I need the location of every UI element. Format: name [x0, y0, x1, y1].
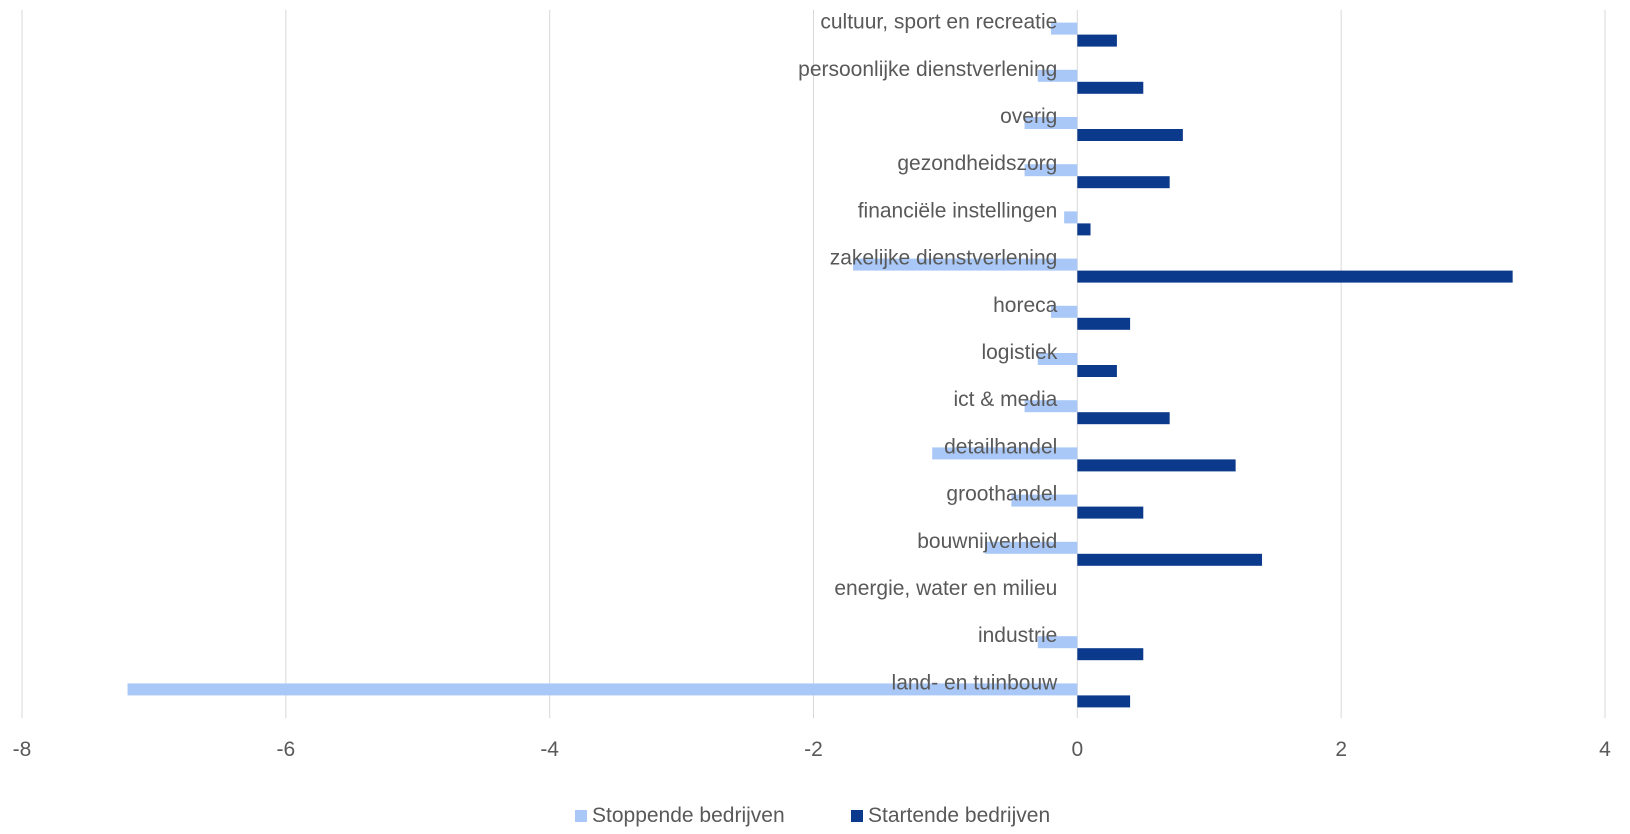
- bar-stoppende: [1037, 636, 1078, 649]
- bar-startende: [1077, 365, 1117, 377]
- x-tick-label: -2: [804, 738, 823, 761]
- legend-label-startende: Startende bedrijven: [868, 804, 1050, 827]
- bar-stoppende: [1050, 305, 1078, 318]
- bar-startende: [1077, 695, 1131, 708]
- bar-startende: [1077, 223, 1091, 236]
- x-tick-label: -8: [13, 738, 32, 761]
- bar-startende: [1077, 176, 1170, 189]
- category-labels: land- en tuinbouw industrie energie, water…: [798, 11, 1058, 695]
- category-label: detailhandel: [944, 435, 1057, 458]
- bar-startende: [1077, 270, 1513, 283]
- category-label: persoonlijke dienstverlening: [798, 58, 1057, 81]
- bar-stoppende: [1037, 69, 1078, 82]
- bar-stoppende: [1064, 211, 1078, 224]
- x-tick-label: 2: [1335, 738, 1347, 761]
- bar-stoppende: [127, 683, 1078, 696]
- bars: [127, 22, 1513, 708]
- category-label: overig: [1000, 105, 1057, 128]
- category-label: logistiek: [981, 341, 1057, 364]
- bar-stoppende: [1024, 400, 1078, 413]
- category-label: groothandel: [946, 483, 1057, 506]
- category-label: land- en tuinbouw: [892, 671, 1059, 694]
- gridlines: [21, 10, 1606, 718]
- bar-startende: [1077, 34, 1117, 47]
- bar-startende: [1077, 81, 1144, 94]
- legend-label-stoppende: Stoppende bedrijven: [592, 804, 785, 827]
- bar-stoppende: [932, 447, 1078, 460]
- bar-startende: [1077, 648, 1144, 661]
- bar-startende: [1077, 506, 1144, 519]
- category-label: energie, water en milieu: [834, 577, 1057, 600]
- legend: Stoppende bedrijven Startende bedrijven: [575, 804, 1050, 827]
- bar-startende: [1077, 459, 1236, 472]
- x-tick-label: -4: [540, 738, 559, 761]
- x-axis-tick-labels: -8 -6 -4 -2 0 2 4: [13, 738, 1612, 761]
- x-tick-label: 0: [1071, 738, 1083, 761]
- x-tick-label: 4: [1599, 738, 1611, 761]
- bar-stoppende: [984, 541, 1078, 554]
- bar-stoppende: [853, 258, 1078, 271]
- bar-stoppende: [1024, 164, 1078, 177]
- bar-stoppende: [1037, 353, 1078, 365]
- category-label: industrie: [978, 624, 1057, 647]
- bar-startende: [1077, 553, 1263, 566]
- x-tick-label: -6: [276, 738, 295, 761]
- bar-stoppende: [1024, 117, 1078, 129]
- category-label: horeca: [993, 294, 1058, 317]
- bar-stoppende: [1050, 22, 1078, 35]
- category-label: zakelijke dienstverlening: [830, 247, 1058, 270]
- legend-swatch-stoppende: [575, 810, 587, 822]
- bar-startende: [1077, 129, 1183, 141]
- legend-swatch-startende: [851, 810, 863, 822]
- category-label: gezondheidszorg: [897, 152, 1057, 175]
- category-label: cultuur, sport en recreatie: [820, 11, 1057, 34]
- bar-startende: [1077, 317, 1131, 330]
- category-label: ict & media: [953, 388, 1057, 411]
- bar-stoppende: [1011, 494, 1078, 507]
- category-label: bouwnijverheid: [917, 530, 1057, 553]
- bar-startende: [1077, 412, 1170, 425]
- category-label: financiële instellingen: [858, 199, 1058, 222]
